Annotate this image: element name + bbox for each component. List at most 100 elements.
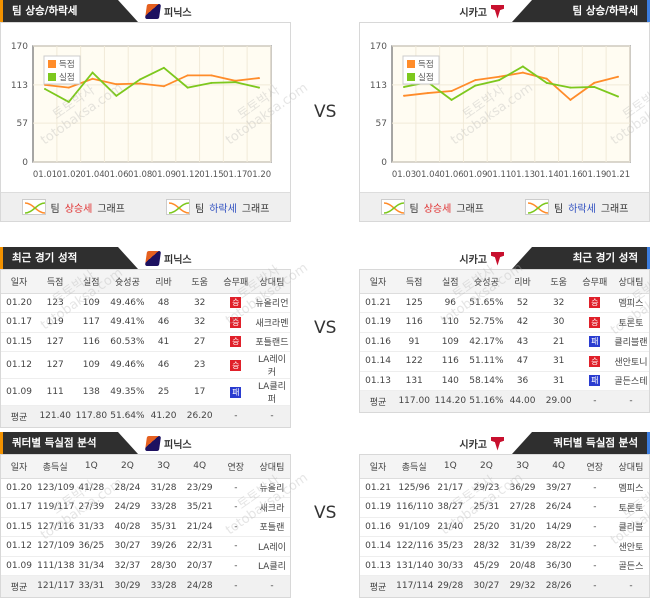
table-cell: 31 xyxy=(540,371,577,391)
result-cell: 승 xyxy=(217,332,254,352)
result-cell: 승 xyxy=(576,351,613,372)
legend-team: 팀 xyxy=(554,203,564,215)
data-point xyxy=(91,71,94,74)
table-cell: 01.19 xyxy=(360,497,397,518)
table-row: 01.17 119 117 49.41% 46 32 승 새크라멘 xyxy=(1,312,290,333)
legend-trend-word: 하락세 xyxy=(568,203,596,215)
table-row: 01.20 123 109 49.46% 48 32 승 뉴올리언 xyxy=(1,293,290,313)
recent-games-table: 일자 득점 실점 슛성공 리바 도움 승무패 상대팀 01.20 123 109 49.46% 48 32… xyxy=(1,270,290,427)
table-cell: 01.17 xyxy=(1,497,38,518)
table-cell: - xyxy=(217,575,254,597)
table-cell: 41 xyxy=(145,332,182,352)
data-point xyxy=(67,86,70,89)
win-badge: 승 xyxy=(589,316,601,328)
table-cell: 01.15 xyxy=(1,332,38,352)
table-cell: - xyxy=(217,517,254,537)
table-cell: 21/24 xyxy=(181,517,218,537)
y-tick-label: 113 xyxy=(370,81,387,91)
table-cell: 28/26 xyxy=(540,575,577,597)
table-cell: 111/138 xyxy=(37,556,75,576)
chart-footer-legend: 팀 상승세 그래프 팀 하락세 그래프 xyxy=(360,192,649,221)
table-cell: 35/31 xyxy=(145,517,182,537)
table-cell: 91/109 xyxy=(396,517,433,537)
x-tick-label: 01.13 xyxy=(511,170,535,180)
result-cell: 패 xyxy=(576,371,613,391)
table-cell: 01.19 xyxy=(360,312,397,333)
column-header: 총득실 xyxy=(396,455,433,479)
table-cell: 116 xyxy=(73,332,110,352)
table-cell: 29/23 xyxy=(468,478,505,498)
table-cell: 39/27 xyxy=(540,478,577,498)
table-cell: 36/30 xyxy=(540,556,577,576)
result-cell: 승 xyxy=(217,312,254,333)
column-header: 슛성공 xyxy=(109,270,146,294)
table-cell: 41/28 xyxy=(73,478,110,498)
table-cell: LA레이 xyxy=(253,536,290,557)
left-trend-section: 팀 상승/하락세 피닉스 0 57 113 170 01.01 01.02 01.04 01.… xyxy=(0,0,291,222)
team-name: 피닉스 xyxy=(164,255,192,266)
right-recent-section: 최근 경기 성적 시카고 일자 득점 실점 슛성공 리바 도움 승무패 상대팀 01.21 125… xyxy=(359,247,650,413)
table-cell: 30/29 xyxy=(109,575,146,597)
table-cell: 01.17 xyxy=(1,312,38,333)
table-cell: 포틀랜드 xyxy=(253,332,290,352)
table-cell: 138 xyxy=(73,378,110,406)
table-cell: 123/109 xyxy=(37,478,75,498)
table-header-row: 일자 득점 실점 슛성공 리바 도움 승무패 상대팀 xyxy=(360,270,649,294)
table-cell: 01.20 xyxy=(1,478,38,498)
recent-games-table: 일자 득점 실점 슛성공 리바 도움 승무패 상대팀 01.21 125 96 51.65% 52 32 승… xyxy=(360,270,649,412)
section-title: 최근 경기 성적 xyxy=(0,247,138,269)
x-tick-label: 01.15 xyxy=(199,170,223,180)
table-cell: 20/37 xyxy=(181,556,218,576)
data-point xyxy=(186,86,189,89)
data-point xyxy=(498,79,501,82)
data-point xyxy=(139,82,142,85)
result-cell: 승 xyxy=(576,293,613,313)
data-point xyxy=(115,83,118,86)
data-point xyxy=(617,95,619,98)
table-cell: 30/27 xyxy=(109,536,146,557)
trend-graph-icon xyxy=(525,199,550,215)
table-cell: 40/28 xyxy=(109,517,146,537)
x-tick-label: 01.11 xyxy=(487,170,511,180)
x-tick-label: 01.06 xyxy=(439,170,463,180)
table-cell: 125 xyxy=(396,293,433,313)
data-point xyxy=(91,77,94,80)
x-tick-label: 01.03 xyxy=(392,170,416,180)
table-cell: 33/28 xyxy=(145,497,182,518)
table-cell: 14/29 xyxy=(540,517,577,537)
table-cell: 29/28 xyxy=(432,575,469,597)
table-cell: 31/39 xyxy=(504,536,541,557)
data-point xyxy=(115,94,118,97)
data-point xyxy=(258,77,260,80)
series-line-allowed xyxy=(44,66,260,104)
team-name: 피닉스 xyxy=(164,440,192,451)
data-point xyxy=(569,98,572,101)
quarter-table: 일자 총득실 1Q 2Q 3Q 4Q 연장 상대팀 01.21 125/96 21/17 29/23 3… xyxy=(360,455,649,597)
table-cell: 30/33 xyxy=(432,556,469,576)
table-cell: 96 xyxy=(432,293,469,313)
legend-label: 실점 xyxy=(59,72,75,83)
table-cell: - xyxy=(576,390,613,412)
table-cell: 123 xyxy=(37,293,74,313)
table-cell: 36/29 xyxy=(504,478,541,498)
column-header: 승무패 xyxy=(217,270,254,294)
column-header: 4Q xyxy=(181,455,218,479)
data-point xyxy=(521,65,524,68)
data-point xyxy=(139,78,142,81)
table-cell: 127/116 xyxy=(37,517,75,537)
table-cell: 24/29 xyxy=(109,497,146,518)
phoenix-logo-icon xyxy=(144,251,162,266)
result-cell: 승 xyxy=(217,293,254,313)
loss-badge: 패 xyxy=(589,375,601,387)
table-cell: - xyxy=(217,405,254,427)
table-cell: 35/23 xyxy=(432,536,469,557)
table-cell: 멤피스 xyxy=(612,293,649,313)
table-cell: - xyxy=(217,556,254,576)
table-row: 01.13 131/140 30/33 45/29 20/48 36/30- 골든스 xyxy=(360,556,649,576)
team-name: 시카고 xyxy=(459,440,487,451)
column-header: 상대팀 xyxy=(612,455,649,479)
legend-trend-word: 상승세 xyxy=(423,203,452,215)
column-header: 일자 xyxy=(360,455,397,479)
table-cell: 58.14% xyxy=(468,371,505,391)
data-point xyxy=(593,81,596,84)
